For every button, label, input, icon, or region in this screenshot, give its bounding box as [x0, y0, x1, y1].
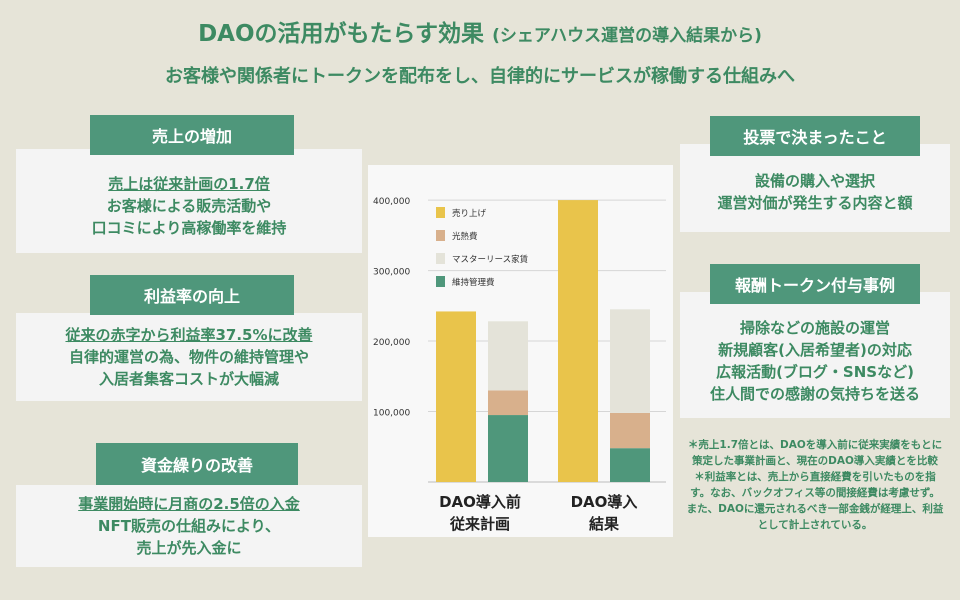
legend-swatch — [436, 207, 445, 218]
utilities-bar-segment — [488, 390, 528, 416]
title-main: DAOの活用がもたらす効果 — [198, 21, 485, 47]
profit-improvement-heading: 利益率の向上 — [90, 275, 294, 315]
voting-heading: 投票で決まったこと — [710, 116, 920, 156]
card-line: 口コミにより高稼働率を維持 — [91, 219, 287, 237]
card-line: 設備の購入や選択 — [754, 172, 875, 190]
maintenance-bar-segment — [610, 448, 650, 482]
legend-label: マスターリース家賃 — [452, 254, 529, 265]
reward-token-heading: 報酬トークン付与事例 — [710, 264, 920, 304]
title-sub: (シェアハウス運営の導入結果から) — [492, 26, 762, 46]
master-lease-bar-segment — [610, 309, 650, 413]
footnotes: ＊売上1.7倍とは、DAOを導入前に従来実績をもとに策定した事業計画と、現在のD… — [686, 437, 944, 533]
cashflow-heading: 資金繰りの改善 — [96, 443, 298, 485]
x-category-label: DAO導入 — [571, 493, 638, 511]
card-line: お客様による販売活動や — [106, 197, 272, 215]
card-line: 入居者集客コストが大幅減 — [98, 370, 279, 388]
x-category-label: 結果 — [589, 515, 620, 533]
card-line: 自律的運営の為、物件の維持管理や — [68, 348, 309, 366]
stacked-bar-chart: 100,000 200,000 300,000 400,000 売り上げ光熱費マスター… — [373, 197, 666, 533]
card-line: 新規顧客(入居希望者)の対応 — [718, 341, 912, 359]
sales-increase-card: 売上は従来計画の1.7倍 お客様による販売活動や 口コミにより高稼働率を維持 — [16, 149, 362, 253]
legend-swatch — [436, 276, 445, 287]
y-tick-label: 300,000 — [373, 268, 410, 278]
card-line: 事業開始時に月商の2.5倍の入金 — [78, 495, 300, 513]
card-line: 掃除などの施設の運営 — [739, 319, 890, 337]
card-line: 運営対価が発生する内容と額 — [717, 194, 913, 212]
footnote: また、DAOに還元されるべき一部金銭が経理上、利益として計上されている。 — [686, 503, 944, 531]
maintenance-bar-segment — [488, 415, 528, 482]
footnote: ＊利益率とは、売上から直接経費を引いたものを指す。なお、バックオフィス等の間接経… — [690, 471, 940, 499]
cashflow-card: 事業開始時に月商の2.5倍の入金 NFT販売の仕組みにより、 売上が先入金に — [16, 485, 362, 567]
sales-bar — [436, 311, 476, 482]
sales-bar — [558, 200, 598, 482]
card-line: 広報活動(ブログ・SNSなど) — [716, 363, 914, 381]
card-line: 従来の赤字から利益率37.5%に改善 — [65, 326, 313, 344]
card-line: 売上が先入金に — [136, 539, 242, 557]
voting-card: 設備の購入や選択 運営対価が発生する内容と額 — [680, 144, 950, 232]
y-tick-label: 200,000 — [373, 338, 410, 348]
master-lease-bar-segment — [488, 321, 528, 391]
chart-panel: 100,000 200,000 300,000 400,000 売り上げ光熱費マスター… — [368, 165, 673, 537]
legend-label: 光熱費 — [452, 231, 478, 242]
profit-improvement-card: 従来の赤字から利益率37.5%に改善 自律的運営の為、物件の維持管理や 入居者集… — [16, 313, 362, 401]
legend-label: 売り上げ — [452, 208, 487, 219]
card-line: 売上は従来計画の1.7倍 — [108, 175, 270, 193]
y-tick-label: 100,000 — [373, 409, 410, 419]
card-line: 住人間での感謝の気持ちを送る — [709, 385, 920, 403]
legend-swatch — [436, 253, 445, 264]
footnote: ＊売上1.7倍とは、DAOを導入前に従来実績をもとに策定した事業計画と、現在のD… — [687, 439, 943, 467]
reward-token-card: 掃除などの施設の運営 新規顧客(入居希望者)の対応 広報活動(ブログ・SNSなど… — [680, 292, 950, 418]
x-category-label: 従来計画 — [449, 515, 510, 533]
card-line: NFT販売の仕組みにより、 — [97, 517, 281, 535]
y-tick-label: 400,000 — [373, 197, 410, 207]
legend-label: 維持管理費 — [452, 277, 495, 288]
page-subtitle: お客様や関係者にトークンを配布をし、自律的にサービスが稼働する仕組みへ — [165, 66, 795, 87]
utilities-bar-segment — [610, 412, 650, 449]
page-title: DAOの活用がもたらす効果 (シェアハウス運営の導入結果から) — [0, 14, 960, 48]
x-category-label: DAO導入前 — [439, 493, 521, 511]
sales-increase-heading: 売上の増加 — [90, 115, 294, 155]
legend-swatch — [436, 230, 445, 241]
